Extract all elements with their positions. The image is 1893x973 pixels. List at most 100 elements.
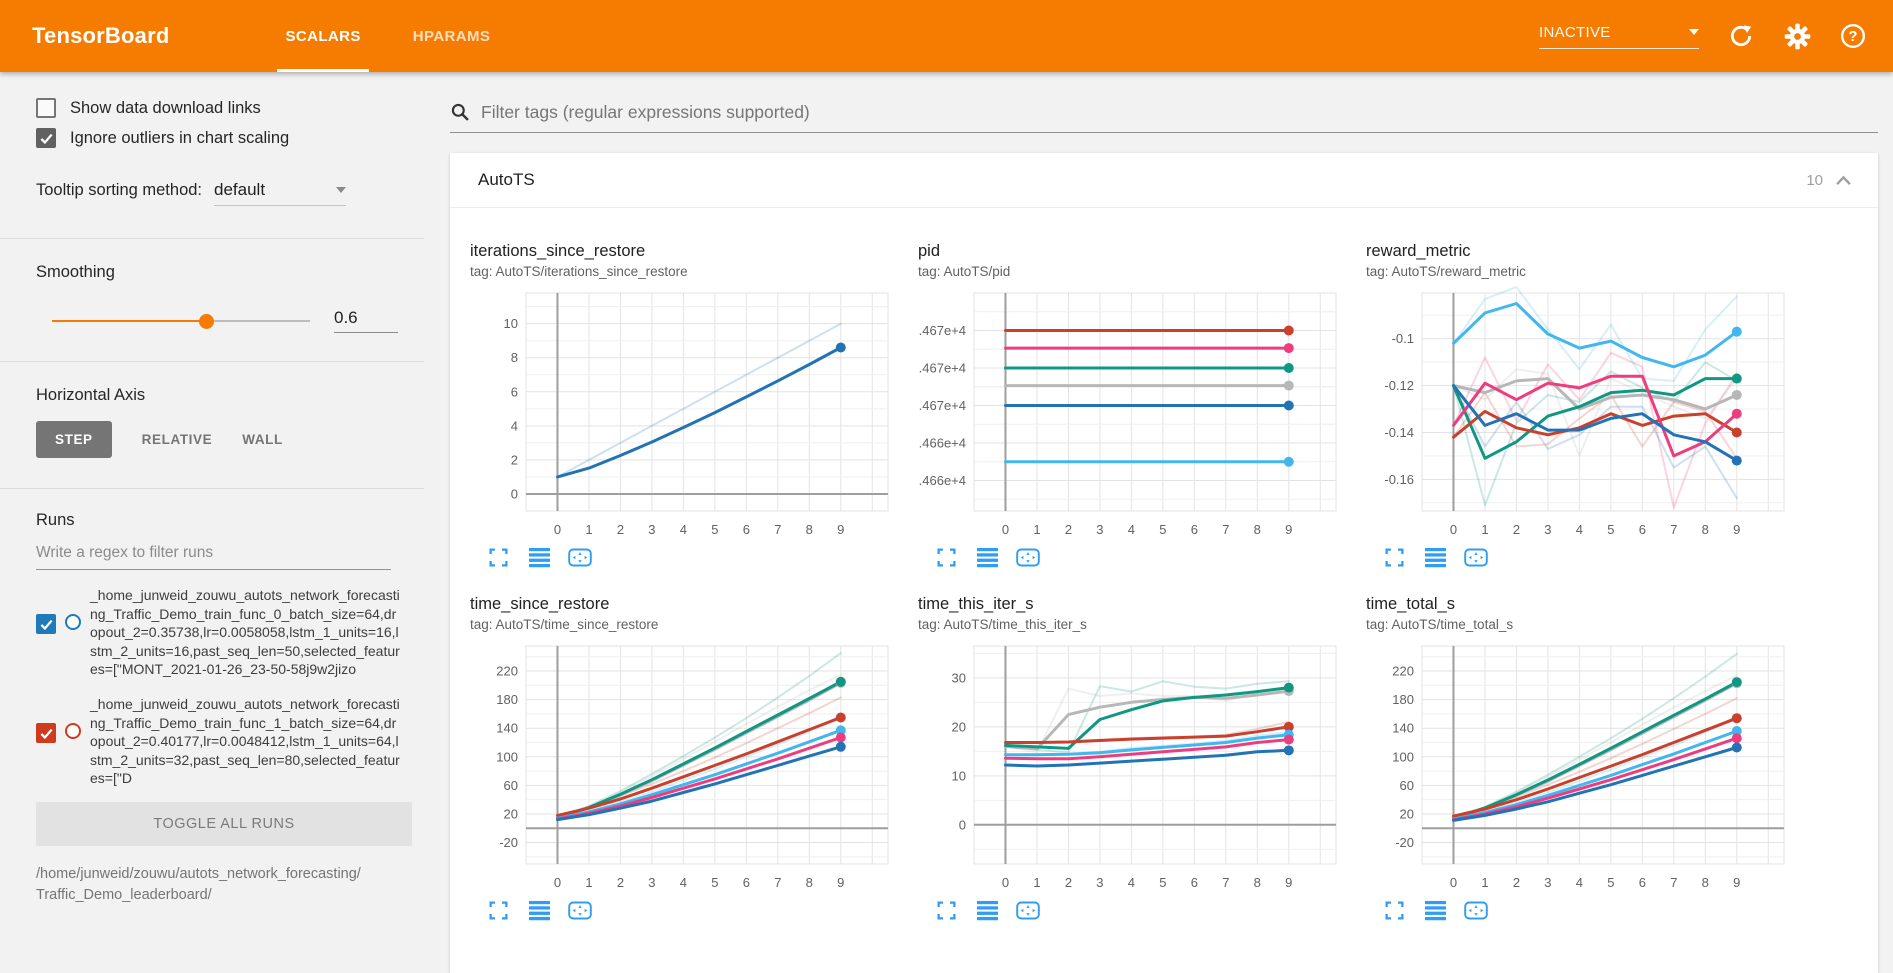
chart-toolbar (1382, 898, 1802, 922)
runs-filter-input[interactable] (36, 544, 391, 570)
checkbox-checked-icon[interactable] (36, 128, 56, 148)
refresh-icon[interactable] (1727, 22, 1755, 50)
main-content: AutoTS 10 iterations_since_restore tag: … (450, 72, 1878, 929)
expand-chart-icon[interactable] (1382, 898, 1406, 922)
svg-text:180: 180 (496, 692, 518, 707)
svg-text:7: 7 (1670, 522, 1677, 537)
chart-title: iterations_since_restore (470, 242, 906, 261)
svg-text:3: 3 (1096, 875, 1103, 890)
pan-zoom-icon[interactable] (1016, 898, 1040, 922)
chart-toolbar (934, 898, 1354, 922)
run-radio[interactable] (65, 723, 81, 739)
svg-text:7: 7 (1222, 522, 1229, 537)
pan-zoom-icon[interactable] (568, 898, 592, 922)
toggle-all-runs-button[interactable]: TOGGLE ALL RUNS (36, 802, 412, 846)
run-item[interactable]: _home_junweid_zouwu_autots_network_forec… (36, 586, 412, 679)
tab-scalars[interactable]: SCALARS (259, 0, 386, 72)
category-title: AutoTS (478, 170, 535, 190)
svg-text:5: 5 (711, 522, 718, 537)
ignore-outliers-checkbox[interactable]: Ignore outliers in chart scaling (36, 128, 412, 148)
category-count: 10 (1806, 172, 1823, 189)
expand-chart-icon[interactable] (934, 898, 958, 922)
checkbox-unchecked-icon[interactable] (36, 98, 56, 118)
svg-text:6: 6 (1639, 875, 1646, 890)
svg-text:2.467e+4: 2.467e+4 (918, 361, 966, 376)
tag-filter-input[interactable] (481, 102, 1878, 123)
show-download-links-checkbox[interactable]: Show data download links (36, 98, 412, 118)
pan-zoom-icon[interactable] (1464, 898, 1488, 922)
expand-chart-icon[interactable] (934, 545, 958, 569)
status-dropdown[interactable]: INACTIVE (1539, 24, 1699, 49)
toggle-y-axis-icon[interactable] (527, 545, 551, 569)
tooltip-sorting-value: default (214, 180, 265, 200)
expand-chart-icon[interactable] (486, 545, 510, 569)
smoothing-slider[interactable] (52, 314, 310, 328)
svg-text:9: 9 (1733, 522, 1740, 537)
category-header[interactable]: AutoTS 10 (450, 153, 1878, 208)
svg-text:5: 5 (1159, 522, 1166, 537)
slider-thumb[interactable] (199, 314, 214, 329)
chart-tag: tag: AutoTS/reward_metric (1366, 264, 1802, 279)
axis-relative-button[interactable]: RELATIVE (142, 432, 213, 447)
run-checkbox[interactable] (36, 723, 56, 743)
chart-toolbar (486, 898, 906, 922)
axis-step-button[interactable]: STEP (36, 421, 112, 458)
app-title: TensorBoard (32, 23, 169, 49)
gear-icon[interactable] (1783, 22, 1811, 50)
chart-toolbar (934, 545, 1354, 569)
toggle-y-axis-icon[interactable] (527, 898, 551, 922)
svg-text:140: 140 (496, 721, 518, 736)
svg-text:1: 1 (585, 875, 592, 890)
scalar-chart-card: time_since_restore tag: AutoTS/time_sinc… (470, 595, 906, 922)
collapse-chevron-icon[interactable] (1835, 175, 1852, 186)
expand-chart-icon[interactable] (486, 898, 510, 922)
chart-tag: tag: AutoTS/time_this_iter_s (918, 617, 1354, 632)
svg-text:2: 2 (1513, 522, 1520, 537)
toggle-y-axis-icon[interactable] (975, 545, 999, 569)
svg-text:2: 2 (1065, 875, 1072, 890)
svg-text:2.467e+4: 2.467e+4 (918, 398, 966, 413)
toggle-y-axis-icon[interactable] (1423, 545, 1447, 569)
toggle-y-axis-icon[interactable] (1423, 898, 1447, 922)
pan-zoom-icon[interactable] (1464, 545, 1488, 569)
expand-chart-icon[interactable] (1382, 545, 1406, 569)
run-item[interactable]: _home_junweid_zouwu_autots_network_forec… (36, 695, 412, 788)
smoothing-value-field[interactable]: 0.6 (334, 308, 398, 333)
svg-text:5: 5 (711, 875, 718, 890)
svg-text:0: 0 (554, 522, 561, 537)
pan-zoom-icon[interactable] (1016, 545, 1040, 569)
tooltip-sorting-dropdown[interactable]: default (214, 180, 346, 206)
pan-zoom-icon[interactable] (568, 545, 592, 569)
svg-text:0: 0 (511, 486, 518, 501)
svg-text:8: 8 (1702, 875, 1709, 890)
run-radio[interactable] (65, 614, 81, 630)
svg-text:20: 20 (952, 719, 966, 734)
svg-text:2: 2 (1513, 875, 1520, 890)
svg-text:2.467e+4: 2.467e+4 (918, 323, 966, 338)
svg-text:20: 20 (1400, 806, 1414, 821)
help-icon[interactable]: ? (1839, 22, 1867, 50)
settings-sidebar: Show data download links Ignore outliers… (0, 72, 424, 929)
svg-text:3: 3 (1544, 875, 1551, 890)
chevron-down-icon (1689, 29, 1699, 35)
run-checkbox[interactable] (36, 614, 56, 634)
svg-text:8: 8 (1254, 875, 1261, 890)
svg-text:2: 2 (511, 452, 518, 467)
toggle-y-axis-icon[interactable] (975, 898, 999, 922)
svg-text:0: 0 (1450, 875, 1457, 890)
chart-toolbar (486, 545, 906, 569)
chart-plot[interactable]: 2.467e+42.467e+42.467e+42.466e+42.466e+4… (918, 285, 1348, 543)
axis-wall-button[interactable]: WALL (242, 432, 283, 447)
chart-tag: tag: AutoTS/time_total_s (1366, 617, 1802, 632)
svg-text:2: 2 (617, 875, 624, 890)
tab-hparams[interactable]: HPARAMS (387, 0, 517, 72)
svg-text:4: 4 (680, 875, 687, 890)
svg-text:180: 180 (1392, 692, 1414, 707)
svg-text:7: 7 (774, 522, 781, 537)
tab-bar: SCALARS HPARAMS (259, 0, 516, 72)
